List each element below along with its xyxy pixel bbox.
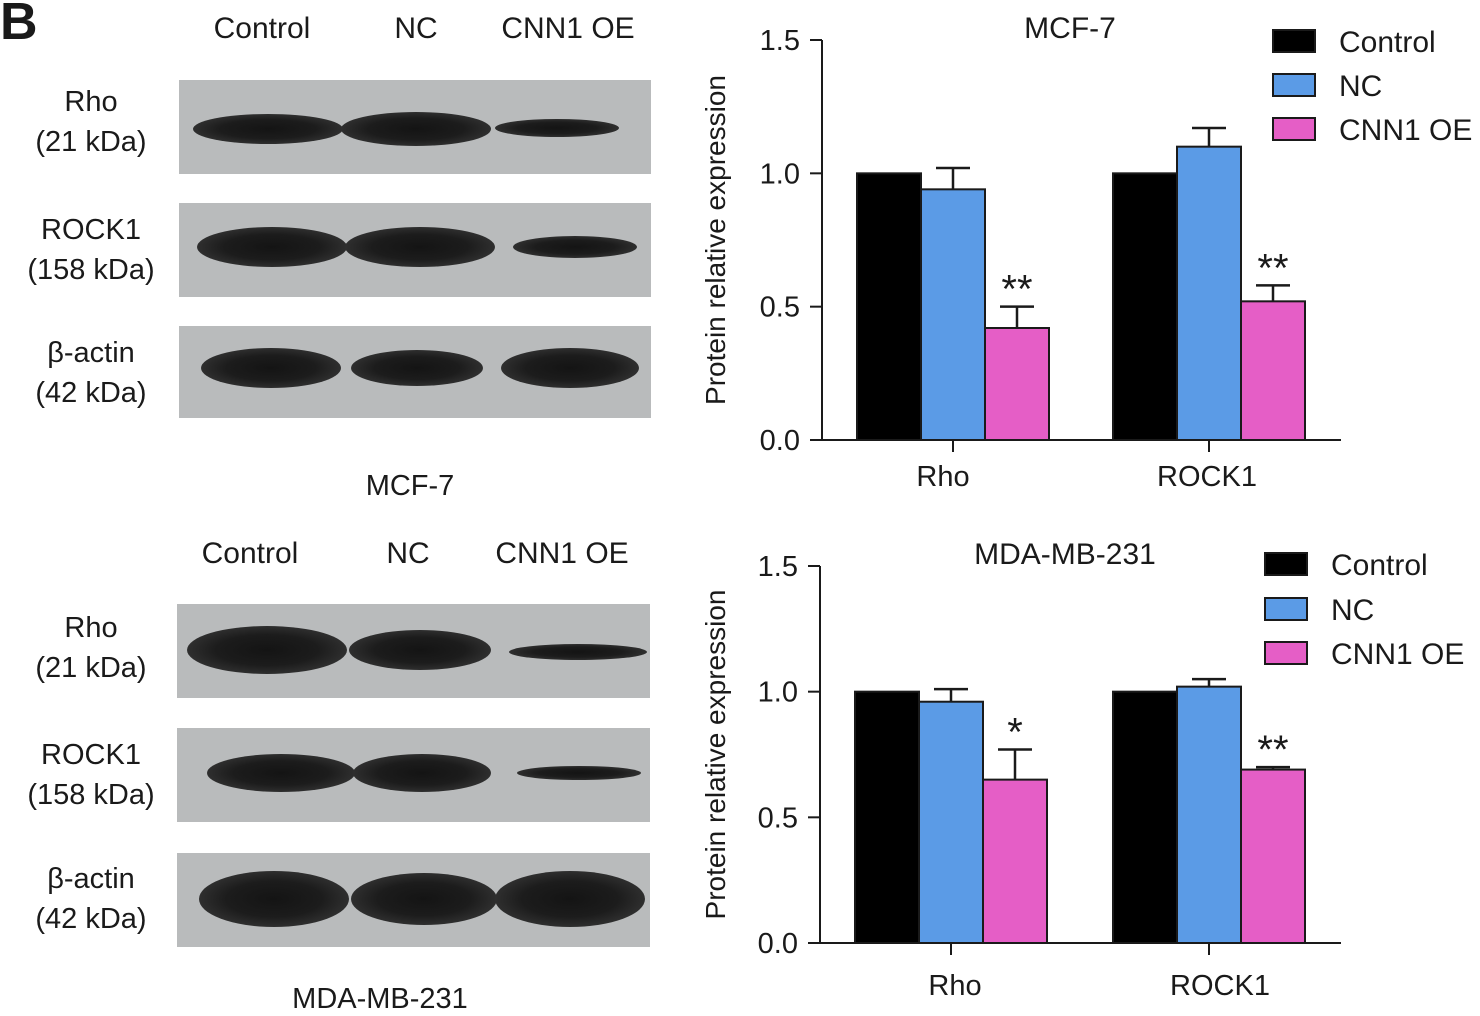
legend-label: NC [1331,594,1374,627]
y-tick-label: 0.0 [760,425,800,457]
protein-name: Rho [64,86,118,118]
band [495,119,619,137]
y-tick-label: 1.5 [758,551,798,583]
panel-label: B [0,0,38,51]
lane-label-control: Control [213,12,311,45]
legend-swatch [1272,73,1316,97]
y-tick-label: 1.0 [758,677,798,709]
significance-marker: ** [1257,728,1288,772]
y-tick-label: 1.0 [760,158,800,190]
blot-row-label-rho: Rho (21 kDa) [6,608,176,688]
bar [854,690,920,945]
bar [1176,685,1242,944]
bar [1240,300,1306,442]
lane-label-control: Control [201,537,299,570]
lane-label-nc: NC [394,12,438,45]
bar [984,327,1050,441]
legend-swatch [1264,641,1308,665]
band [199,871,349,927]
blot-row-label-rho: Rho (21 kDa) [6,82,176,162]
y-tick-label: 1.5 [760,25,800,57]
lane-label-nc: NC [386,537,430,570]
molecular-weight: (21 kDa) [35,126,147,158]
legend-label: NC [1339,70,1382,103]
lane-label-cnn1-oe: CNN1 OE [495,537,629,570]
band [207,754,355,792]
protein-name: Rho [64,612,118,644]
protein-name: β-actin [47,337,135,369]
bar [1112,690,1178,945]
y-tick-label: 0.5 [758,802,798,834]
legend-swatch [1264,552,1308,576]
band [509,644,647,660]
bar [1176,145,1242,442]
blot-cell-line-label: MCF-7 [365,470,455,502]
legend-swatch [1272,117,1316,141]
protein-name: ROCK1 [41,214,141,246]
band [517,766,641,780]
molecular-weight: (42 kDa) [35,903,147,935]
band [351,873,497,925]
blot-strip-beta-actin [179,326,651,418]
blot-strip-rho [177,604,650,698]
blot-row-label-beta-actin: β-actin (42 kDa) [6,859,176,939]
bar [982,778,1048,945]
legend-label: Control [1339,26,1436,59]
blot-strip-rock1 [177,728,650,822]
band [345,227,495,267]
x-tick-label: ROCK1 [1170,970,1270,1002]
band [495,871,645,927]
legend-label: Control [1331,549,1428,582]
blot-strip-rock1 [179,203,651,297]
lane-label-cnn1-oe: CNN1 OE [501,12,635,45]
band [187,626,347,674]
bar-chart-mcf7: MCF-7 0.0 0.5 1.0 1.5 Protein relative expres… [700,12,1472,493]
bar [918,700,984,944]
band [501,348,639,388]
band [349,630,491,670]
band [197,227,347,267]
legend-swatch [1272,29,1316,53]
band [513,236,637,258]
x-tick-label: ROCK1 [1157,461,1257,493]
legend-label: CNN1 OE [1331,638,1464,671]
bar [856,172,922,441]
bar [1112,172,1178,441]
y-tick-label: 0.0 [758,928,798,960]
blot-row-label-rock1: ROCK1 (158 kDa) [6,735,176,815]
significance-marker: * [1007,710,1023,754]
molecular-weight: (158 kDa) [27,254,155,286]
bar [1240,768,1306,945]
protein-name: ROCK1 [41,739,141,771]
significance-marker: ** [1001,268,1032,312]
protein-name: β-actin [47,863,135,895]
y-axis-label: Protein relative expression [700,75,731,405]
legend-label: CNN1 OE [1339,114,1472,147]
blot-row-label-beta-actin: β-actin (42 kDa) [6,333,176,413]
chart-title: MDA-MB-231 [974,538,1156,571]
band [353,754,491,792]
band [351,350,483,386]
bar [920,188,986,441]
band [201,348,341,388]
blot-strip-beta-actin [177,853,650,947]
bar-chart-mda-mb-231: MDA-MB-231 0.0 0.5 1.0 1.5 Protein relative e… [700,538,1464,1002]
significance-marker: ** [1257,246,1288,290]
y-tick-label: 0.5 [760,292,800,324]
x-tick-label: Rho [916,461,969,493]
blot-strip-rho [179,80,651,174]
molecular-weight: (42 kDa) [35,377,147,409]
molecular-weight: (21 kDa) [35,652,147,684]
blot-row-label-rock1: ROCK1 (158 kDa) [6,210,176,290]
legend-swatch [1264,597,1308,621]
band [341,112,491,146]
y-axis-label: Protein relative expression [700,590,731,920]
molecular-weight: (158 kDa) [27,779,155,811]
chart-title: MCF-7 [1024,12,1116,45]
band [193,114,343,144]
x-tick-label: Rho [928,970,981,1002]
